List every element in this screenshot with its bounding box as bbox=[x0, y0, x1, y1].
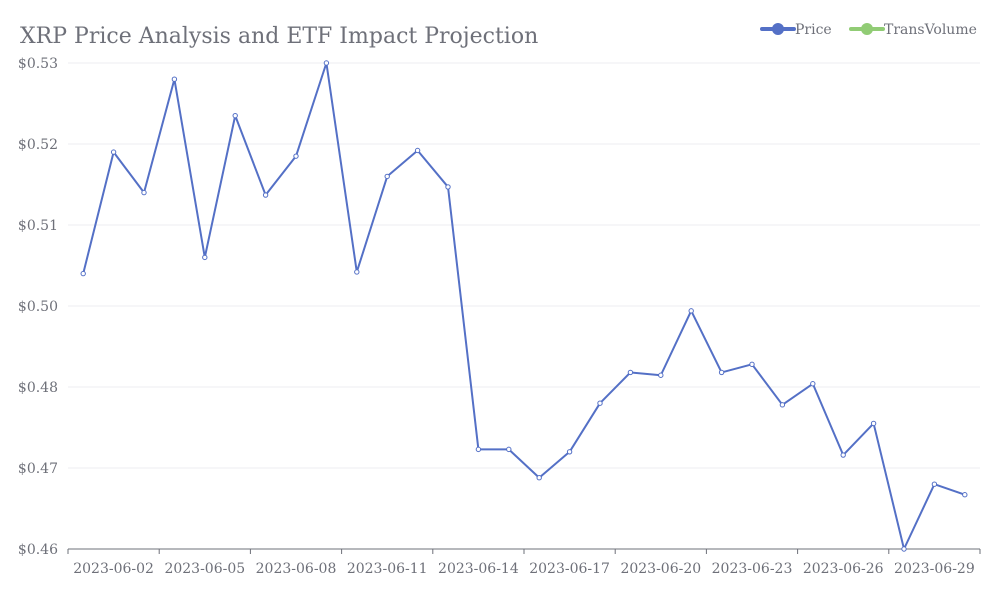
data-point[interactable]: 2023-06-22 — 0.4836 bbox=[718, 369, 725, 376]
data-point[interactable]: 2023-06-23 — 0.4856 bbox=[749, 361, 755, 368]
data-point[interactable]: 2023-06-15 — 0.4723 bbox=[506, 446, 512, 453]
x-tick-label: 2023-06-17 bbox=[529, 561, 610, 577]
legend-price-marker bbox=[772, 23, 784, 35]
data-point[interactable]: 2023-06-05 — 0.506 bbox=[202, 254, 208, 261]
series-line-price bbox=[82, 62, 966, 550]
x-tick-label: 2023-06-08 bbox=[256, 561, 337, 577]
legend-transvolume-marker bbox=[861, 23, 873, 35]
data-point[interactable]: 2023-06-09 — 0.53 bbox=[323, 60, 330, 66]
legend-price-label: Price bbox=[795, 22, 832, 38]
legend-transvolume-label: TransVolume bbox=[884, 22, 977, 38]
x-tick-label: 2023-06-23 bbox=[712, 561, 793, 577]
data-point[interactable]: 2023-06-21 — 0.4988 bbox=[688, 308, 694, 314]
legend-item-price[interactable]: Price bbox=[760, 22, 832, 38]
data-point[interactable]: 2023-06-04 — 0.528 bbox=[171, 76, 178, 82]
legend-item-transvolume[interactable]: TransVolume bbox=[849, 22, 977, 38]
data-point[interactable]: 2023-06-14 — 0.4723 bbox=[475, 446, 482, 453]
y-tick-label: $0.46 bbox=[18, 542, 58, 558]
grid-lines bbox=[68, 62, 980, 469]
y-tick-label: $0.51 bbox=[18, 218, 58, 234]
data-point[interactable]: 2023-06-28 — 0.46 bbox=[901, 546, 907, 552]
data-point[interactable]: 2023-06-16 — 0.4688 bbox=[536, 475, 542, 481]
data-point[interactable]: 2023-06-24 — 0.4778 bbox=[779, 402, 786, 408]
data-point[interactable]: 2023-06-06 — 0.5235 bbox=[232, 112, 238, 119]
x-tick-label: 2023-06-02 bbox=[73, 561, 154, 577]
data-point[interactable]: 2023-06-17 — 0.472 bbox=[566, 449, 573, 455]
data-point[interactable]: 2023-06-08 — 0.5185 bbox=[293, 153, 299, 159]
data-point[interactable]: 2023-06-29 — 0.468 bbox=[931, 481, 938, 487]
y-axis-labels: $0.46 $0.47 $0.48 $0.50 $0.51 $0.52 $0.53 bbox=[18, 56, 58, 558]
data-point[interactable]: 2023-06-10 — 0.5042 bbox=[354, 269, 360, 275]
data-point[interactable]: 2023-06-20 — 0.4829 bbox=[658, 372, 664, 378]
y-tick-label: $0.50 bbox=[18, 299, 58, 315]
x-tick-label: 2023-06-26 bbox=[803, 561, 884, 577]
chart-title: XRP Price Analysis and ETF Impact Projec… bbox=[20, 24, 538, 49]
y-tick-label: $0.47 bbox=[18, 461, 58, 477]
y-tick-label: $0.53 bbox=[18, 56, 58, 72]
data-point[interactable]: 2023-06-01 — 0.504 bbox=[80, 270, 86, 277]
data-point[interactable]: 2023-06-25 — 0.4808 bbox=[810, 381, 816, 387]
y-tick-label: $0.52 bbox=[18, 137, 58, 153]
data-point[interactable]: 2023-06-18 — 0.478 bbox=[597, 400, 603, 406]
data-point[interactable]: 2023-06-12 — 0.5192 bbox=[414, 147, 421, 154]
data-point[interactable]: 2023-06-02 — 0.519 bbox=[110, 149, 117, 155]
legend[interactable]: Price TransVolume bbox=[760, 22, 977, 38]
x-tick-label: 2023-06-11 bbox=[347, 561, 428, 577]
data-point[interactable]: 2023-06-13 — 0.5147 bbox=[445, 184, 451, 190]
data-point[interactable]: 2023-06-03 — 0.514 bbox=[141, 189, 147, 196]
data-point[interactable]: 2023-06-30 — 0.4667 bbox=[962, 492, 968, 498]
series-layer: 2023-06-01 — 0.504 2023-06-02 — 0.519 2023… bbox=[80, 60, 968, 552]
x-tick-label: 2023-06-29 bbox=[894, 561, 975, 577]
data-point[interactable]: 2023-06-27 — 0.4755 bbox=[870, 420, 877, 427]
x-axis: 2023-06-02 2023-06-05 2023-06-08 2023-06-11… bbox=[67, 548, 981, 577]
y-tick-label: $0.48 bbox=[18, 380, 58, 396]
data-point[interactable]: 2023-06-26 — 0.4716 bbox=[840, 452, 846, 458]
data-point[interactable]: 2023-06-19 — 0.4836 bbox=[627, 369, 634, 376]
data-point[interactable]: 2023-06-11 — 0.516 bbox=[384, 173, 390, 180]
x-tick-label: 2023-06-05 bbox=[164, 561, 245, 577]
x-tick-label: 2023-06-14 bbox=[438, 561, 519, 577]
data-point[interactable]: 2023-06-07 — 0.5137 bbox=[262, 192, 269, 198]
x-tick-label: 2023-06-20 bbox=[620, 561, 701, 577]
